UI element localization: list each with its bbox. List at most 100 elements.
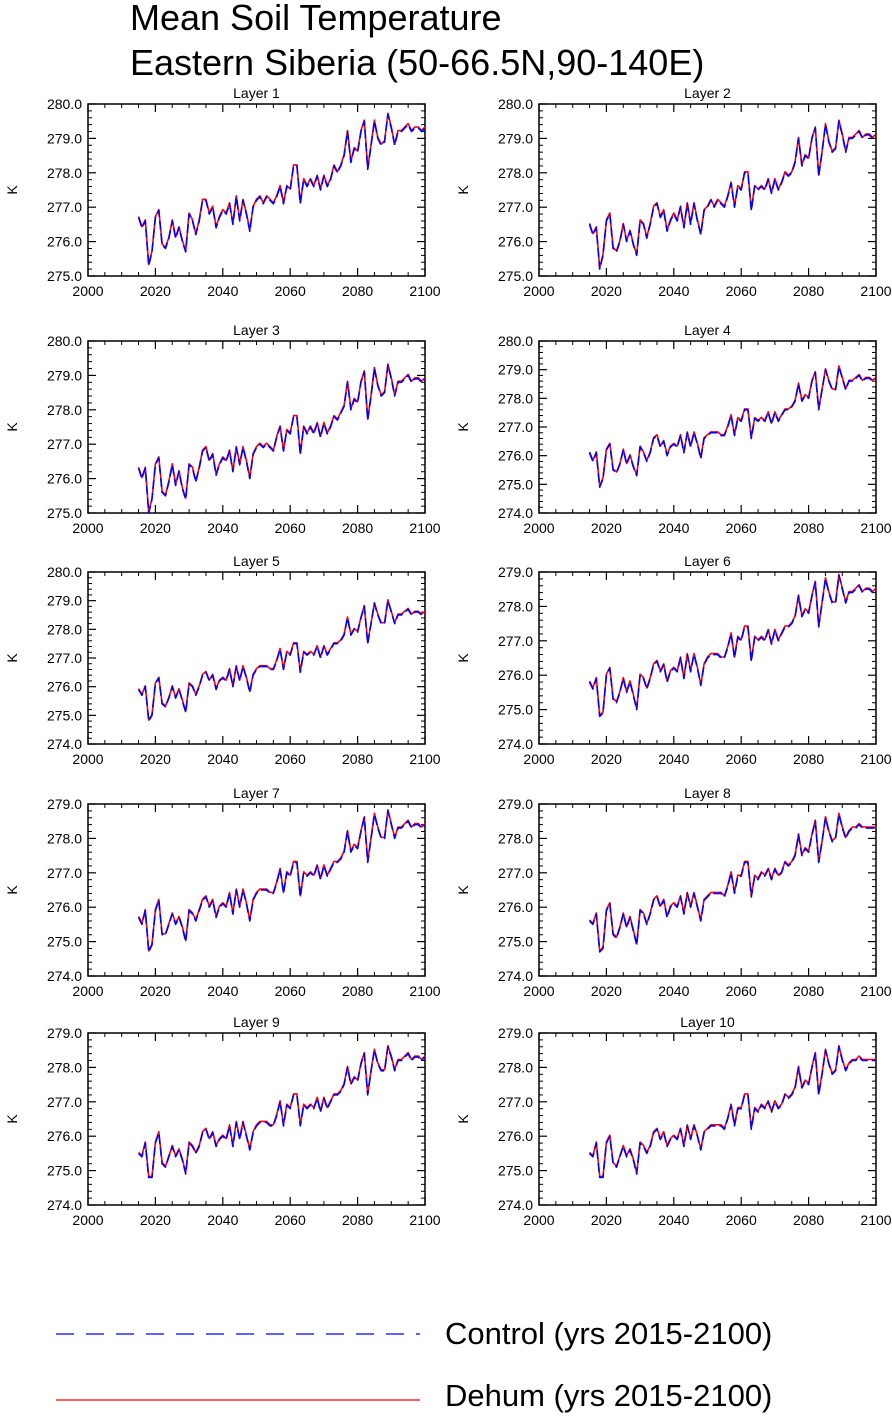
y-tick-label: 275.0 bbox=[498, 476, 533, 492]
series-line-dehum bbox=[588, 365, 877, 488]
x-tick-label: 2020 bbox=[591, 283, 622, 299]
x-tick-label: 2040 bbox=[658, 283, 689, 299]
x-tick-label: 2080 bbox=[342, 1212, 373, 1228]
x-tick-label: 2080 bbox=[793, 983, 824, 999]
y-axis-label: K bbox=[4, 653, 20, 663]
x-tick-label: 2060 bbox=[275, 751, 306, 767]
y-tick-label: 279.0 bbox=[498, 564, 533, 580]
x-tick-label: 2100 bbox=[860, 983, 891, 999]
x-tick-label: 2040 bbox=[207, 751, 238, 767]
y-tick-label: 280.0 bbox=[498, 333, 533, 349]
y-tick-label: 276.0 bbox=[498, 1128, 533, 1144]
legend-label-dehum: Dehum (yrs 2015-2100) bbox=[445, 1378, 773, 1413]
x-tick-label: 2020 bbox=[591, 751, 622, 767]
x-tick-label: 2020 bbox=[591, 983, 622, 999]
panel-title: Layer 8 bbox=[684, 785, 731, 801]
x-tick-label: 2080 bbox=[342, 283, 373, 299]
y-tick-label: 277.0 bbox=[47, 436, 82, 452]
x-tick-label: 2060 bbox=[275, 983, 306, 999]
y-tick-label: 274.0 bbox=[498, 505, 533, 521]
x-tick-label: 2080 bbox=[342, 520, 373, 536]
y-tick-label: 277.0 bbox=[47, 650, 82, 666]
series-line-control bbox=[588, 574, 877, 718]
x-tick-label: 2040 bbox=[658, 1212, 689, 1228]
x-tick-label: 2040 bbox=[207, 520, 238, 536]
panel-title: Layer 6 bbox=[684, 553, 731, 569]
x-tick-label: 2000 bbox=[72, 520, 103, 536]
y-tick-label: 275.0 bbox=[498, 268, 533, 284]
panel-title: Layer 5 bbox=[233, 553, 280, 569]
series-line-dehum bbox=[137, 112, 426, 266]
y-tick-label: 276.0 bbox=[47, 679, 82, 695]
y-tick-label: 277.0 bbox=[498, 865, 533, 881]
x-tick-label: 2060 bbox=[726, 520, 757, 536]
y-tick-label: 278.0 bbox=[498, 165, 533, 181]
y-axis-label: K bbox=[455, 422, 471, 432]
x-tick-label: 2040 bbox=[658, 751, 689, 767]
y-axis-label: K bbox=[455, 1114, 471, 1124]
y-axis-label: K bbox=[4, 1114, 20, 1124]
y-tick-label: 274.0 bbox=[47, 736, 82, 752]
y-tick-label: 274.0 bbox=[47, 968, 82, 984]
y-tick-label: 277.0 bbox=[47, 1094, 82, 1110]
y-tick-label: 275.0 bbox=[498, 934, 533, 950]
x-tick-label: 2000 bbox=[72, 983, 103, 999]
y-tick-label: 275.0 bbox=[47, 268, 82, 284]
y-tick-label: 277.0 bbox=[498, 633, 533, 649]
x-tick-label: 2080 bbox=[342, 983, 373, 999]
x-tick-label: 2100 bbox=[409, 983, 440, 999]
y-axis-label: K bbox=[455, 885, 471, 895]
x-tick-label: 2040 bbox=[207, 283, 238, 299]
y-tick-label: 279.0 bbox=[47, 1025, 82, 1041]
series-line-control bbox=[588, 1046, 876, 1179]
x-tick-label: 2020 bbox=[140, 283, 171, 299]
x-tick-label: 2020 bbox=[140, 1212, 171, 1228]
x-tick-label: 2000 bbox=[72, 751, 103, 767]
y-axis-label: K bbox=[4, 885, 20, 895]
x-tick-label: 2100 bbox=[860, 1212, 891, 1228]
y-tick-label: 276.0 bbox=[498, 899, 533, 915]
x-tick-label: 2100 bbox=[409, 283, 440, 299]
y-tick-label: 279.0 bbox=[47, 796, 82, 812]
x-tick-label: 2020 bbox=[591, 1212, 622, 1228]
y-tick-label: 276.0 bbox=[47, 1128, 82, 1144]
y-tick-label: 278.0 bbox=[47, 402, 82, 418]
y-tick-label: 274.0 bbox=[498, 1197, 533, 1213]
y-tick-label: 279.0 bbox=[498, 362, 533, 378]
y-tick-label: 279.0 bbox=[498, 796, 533, 812]
series-line-dehum bbox=[588, 1044, 876, 1178]
plot-frame bbox=[538, 1032, 877, 1206]
figure-title-line1: Mean Soil Temperature bbox=[130, 0, 502, 38]
y-tick-label: 280.0 bbox=[498, 96, 533, 112]
y-tick-label: 274.0 bbox=[498, 968, 533, 984]
panel-title: Layer 7 bbox=[233, 785, 280, 801]
x-tick-label: 2080 bbox=[793, 520, 824, 536]
series-line-control bbox=[137, 599, 426, 722]
x-tick-label: 2040 bbox=[207, 1212, 238, 1228]
x-tick-label: 2060 bbox=[275, 520, 306, 536]
plot-frame bbox=[87, 803, 426, 977]
x-tick-label: 2020 bbox=[140, 751, 171, 767]
x-tick-label: 2060 bbox=[275, 283, 306, 299]
x-tick-label: 2100 bbox=[860, 283, 891, 299]
y-tick-label: 276.0 bbox=[498, 667, 533, 683]
series-line-dehum bbox=[137, 808, 426, 952]
x-tick-label: 2000 bbox=[523, 983, 554, 999]
y-tick-label: 275.0 bbox=[47, 1163, 82, 1179]
y-tick-label: 278.0 bbox=[47, 621, 82, 637]
x-tick-label: 2000 bbox=[72, 283, 103, 299]
y-tick-label: 276.0 bbox=[47, 899, 82, 915]
plot-frame bbox=[87, 103, 426, 277]
x-tick-label: 2000 bbox=[523, 1212, 554, 1228]
x-tick-label: 2080 bbox=[793, 283, 824, 299]
y-tick-label: 275.0 bbox=[498, 702, 533, 718]
x-tick-label: 2020 bbox=[591, 520, 622, 536]
y-tick-label: 279.0 bbox=[498, 130, 533, 146]
y-axis-label: K bbox=[455, 185, 471, 195]
y-tick-label: 277.0 bbox=[498, 419, 533, 435]
y-tick-label: 276.0 bbox=[498, 448, 533, 464]
y-tick-label: 280.0 bbox=[47, 96, 82, 112]
y-tick-label: 276.0 bbox=[47, 234, 82, 250]
y-axis-label: K bbox=[455, 653, 471, 663]
